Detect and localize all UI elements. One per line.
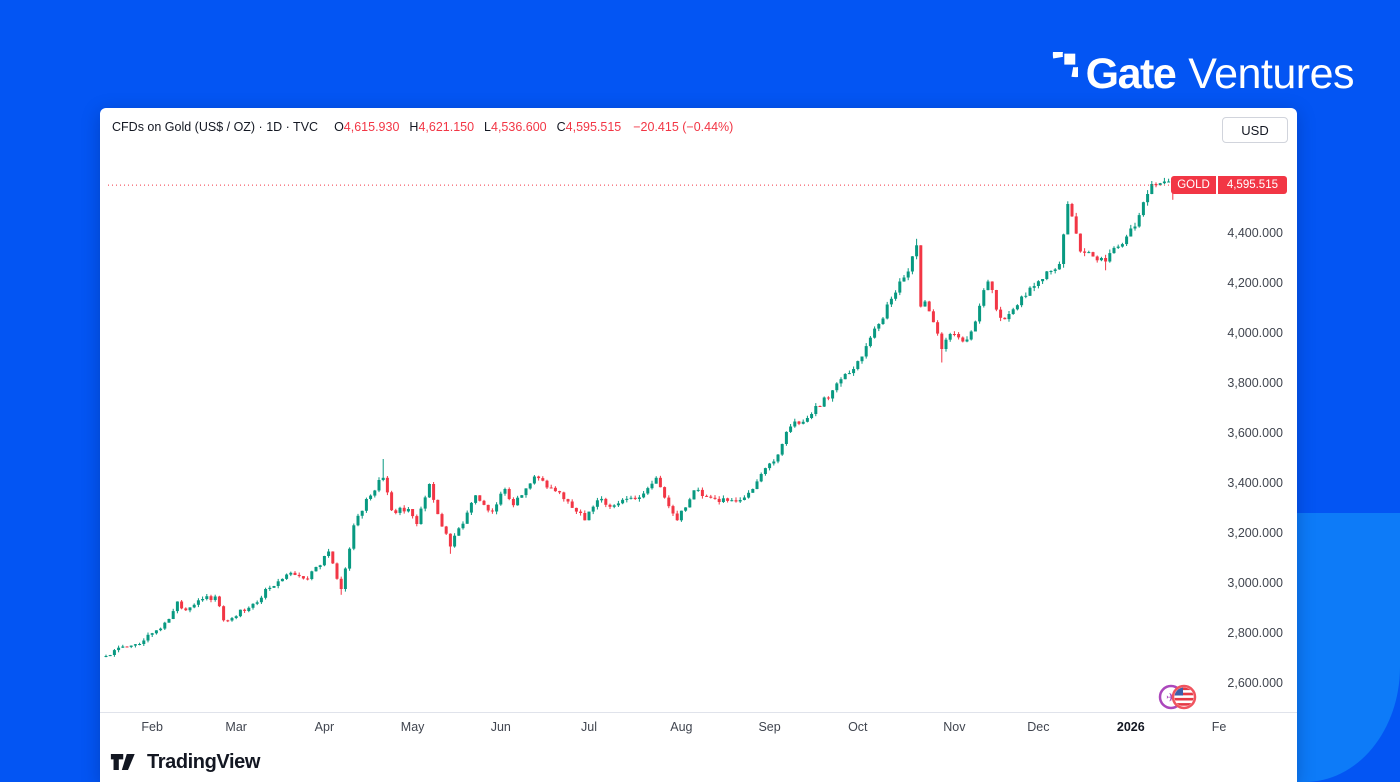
change-value: −20.415 (−0.44%): [633, 120, 734, 134]
symbol-title: CFDs on Gold (US$ / OZ) · 1D · TVC: [112, 120, 319, 134]
time-axis-label: Sep: [758, 720, 781, 734]
price-axis-label: 3,800.000: [1227, 376, 1283, 390]
brand-name-light: Ventures: [1188, 50, 1354, 98]
ohlc-low: L4,536.600: [484, 120, 547, 134]
price-axis-label: 4,400.000: [1227, 226, 1283, 240]
brand-name-bold: Gate: [1085, 50, 1177, 98]
last-price-symbol: GOLD: [1171, 176, 1216, 195]
gate-logo-icon: [1052, 51, 1078, 77]
price-chart-canvas[interactable]: [100, 108, 1297, 712]
time-axis-label: Nov: [943, 720, 966, 734]
price-axis-label: 4,200.000: [1227, 276, 1283, 290]
last-price-value: 4,595.515: [1217, 176, 1287, 195]
time-axis-label: May: [400, 720, 425, 734]
candlestick-series: [104, 177, 1175, 658]
time-axis-label: Mar: [225, 720, 247, 734]
currency-selector-button[interactable]: USD: [1222, 117, 1288, 143]
price-axis-label: 3,600.000: [1227, 426, 1283, 440]
time-axis-label: Fe: [1211, 720, 1227, 734]
last-price-label: GOLD 4,595.515: [1171, 176, 1287, 195]
price-axis-label: 4,000.000: [1227, 326, 1283, 340]
time-axis-label: Aug: [670, 720, 693, 734]
time-axis-label: Feb: [141, 720, 163, 734]
price-axis-label: 3,000.000: [1227, 576, 1283, 590]
price-axis-label: 2,800.000: [1227, 626, 1283, 640]
tradingview-chart-panel: CFDs on Gold (US$ / OZ) · 1D · TVC O4,61…: [100, 108, 1297, 782]
tradingview-logo-icon: [110, 754, 135, 770]
time-axis-label: Oct: [848, 720, 868, 734]
time-axis-label: Apr: [314, 720, 335, 734]
gate-ventures-logo: Gate Ventures: [1032, 50, 1354, 99]
chart-legend: CFDs on Gold (US$ / OZ) · 1D · TVC O4,61…: [100, 108, 1217, 146]
time-axis-label: Dec: [1027, 720, 1050, 734]
time-axis-label: Jun: [490, 720, 511, 734]
tradingview-attribution[interactable]: TradingView: [100, 742, 1297, 782]
svg-text:✈: ✈: [1166, 691, 1176, 705]
price-axis-label: 2,600.000: [1227, 676, 1283, 690]
ohlc-close: C4,595.515: [556, 120, 622, 134]
time-axis[interactable]: Feb Mar Apr May Jun Jul Aug Sep Oct Nov Dec 2026 Fe: [100, 712, 1297, 743]
us-economic-event-icon[interactable]: [1171, 684, 1197, 710]
ohlc-high: H4,621.150: [409, 120, 475, 134]
price-axis-label: 3,200.000: [1227, 526, 1283, 540]
tradingview-wordmark: TradingView: [147, 750, 261, 773]
economic-event-markers[interactable]: ✈: [1158, 684, 1206, 714]
time-axis-label: Jul: [581, 720, 597, 734]
time-axis-label: 2026: [1116, 720, 1145, 734]
price-axis-label: 3,400.000: [1227, 476, 1283, 490]
ohlc-open: O4,615.930: [334, 120, 400, 134]
